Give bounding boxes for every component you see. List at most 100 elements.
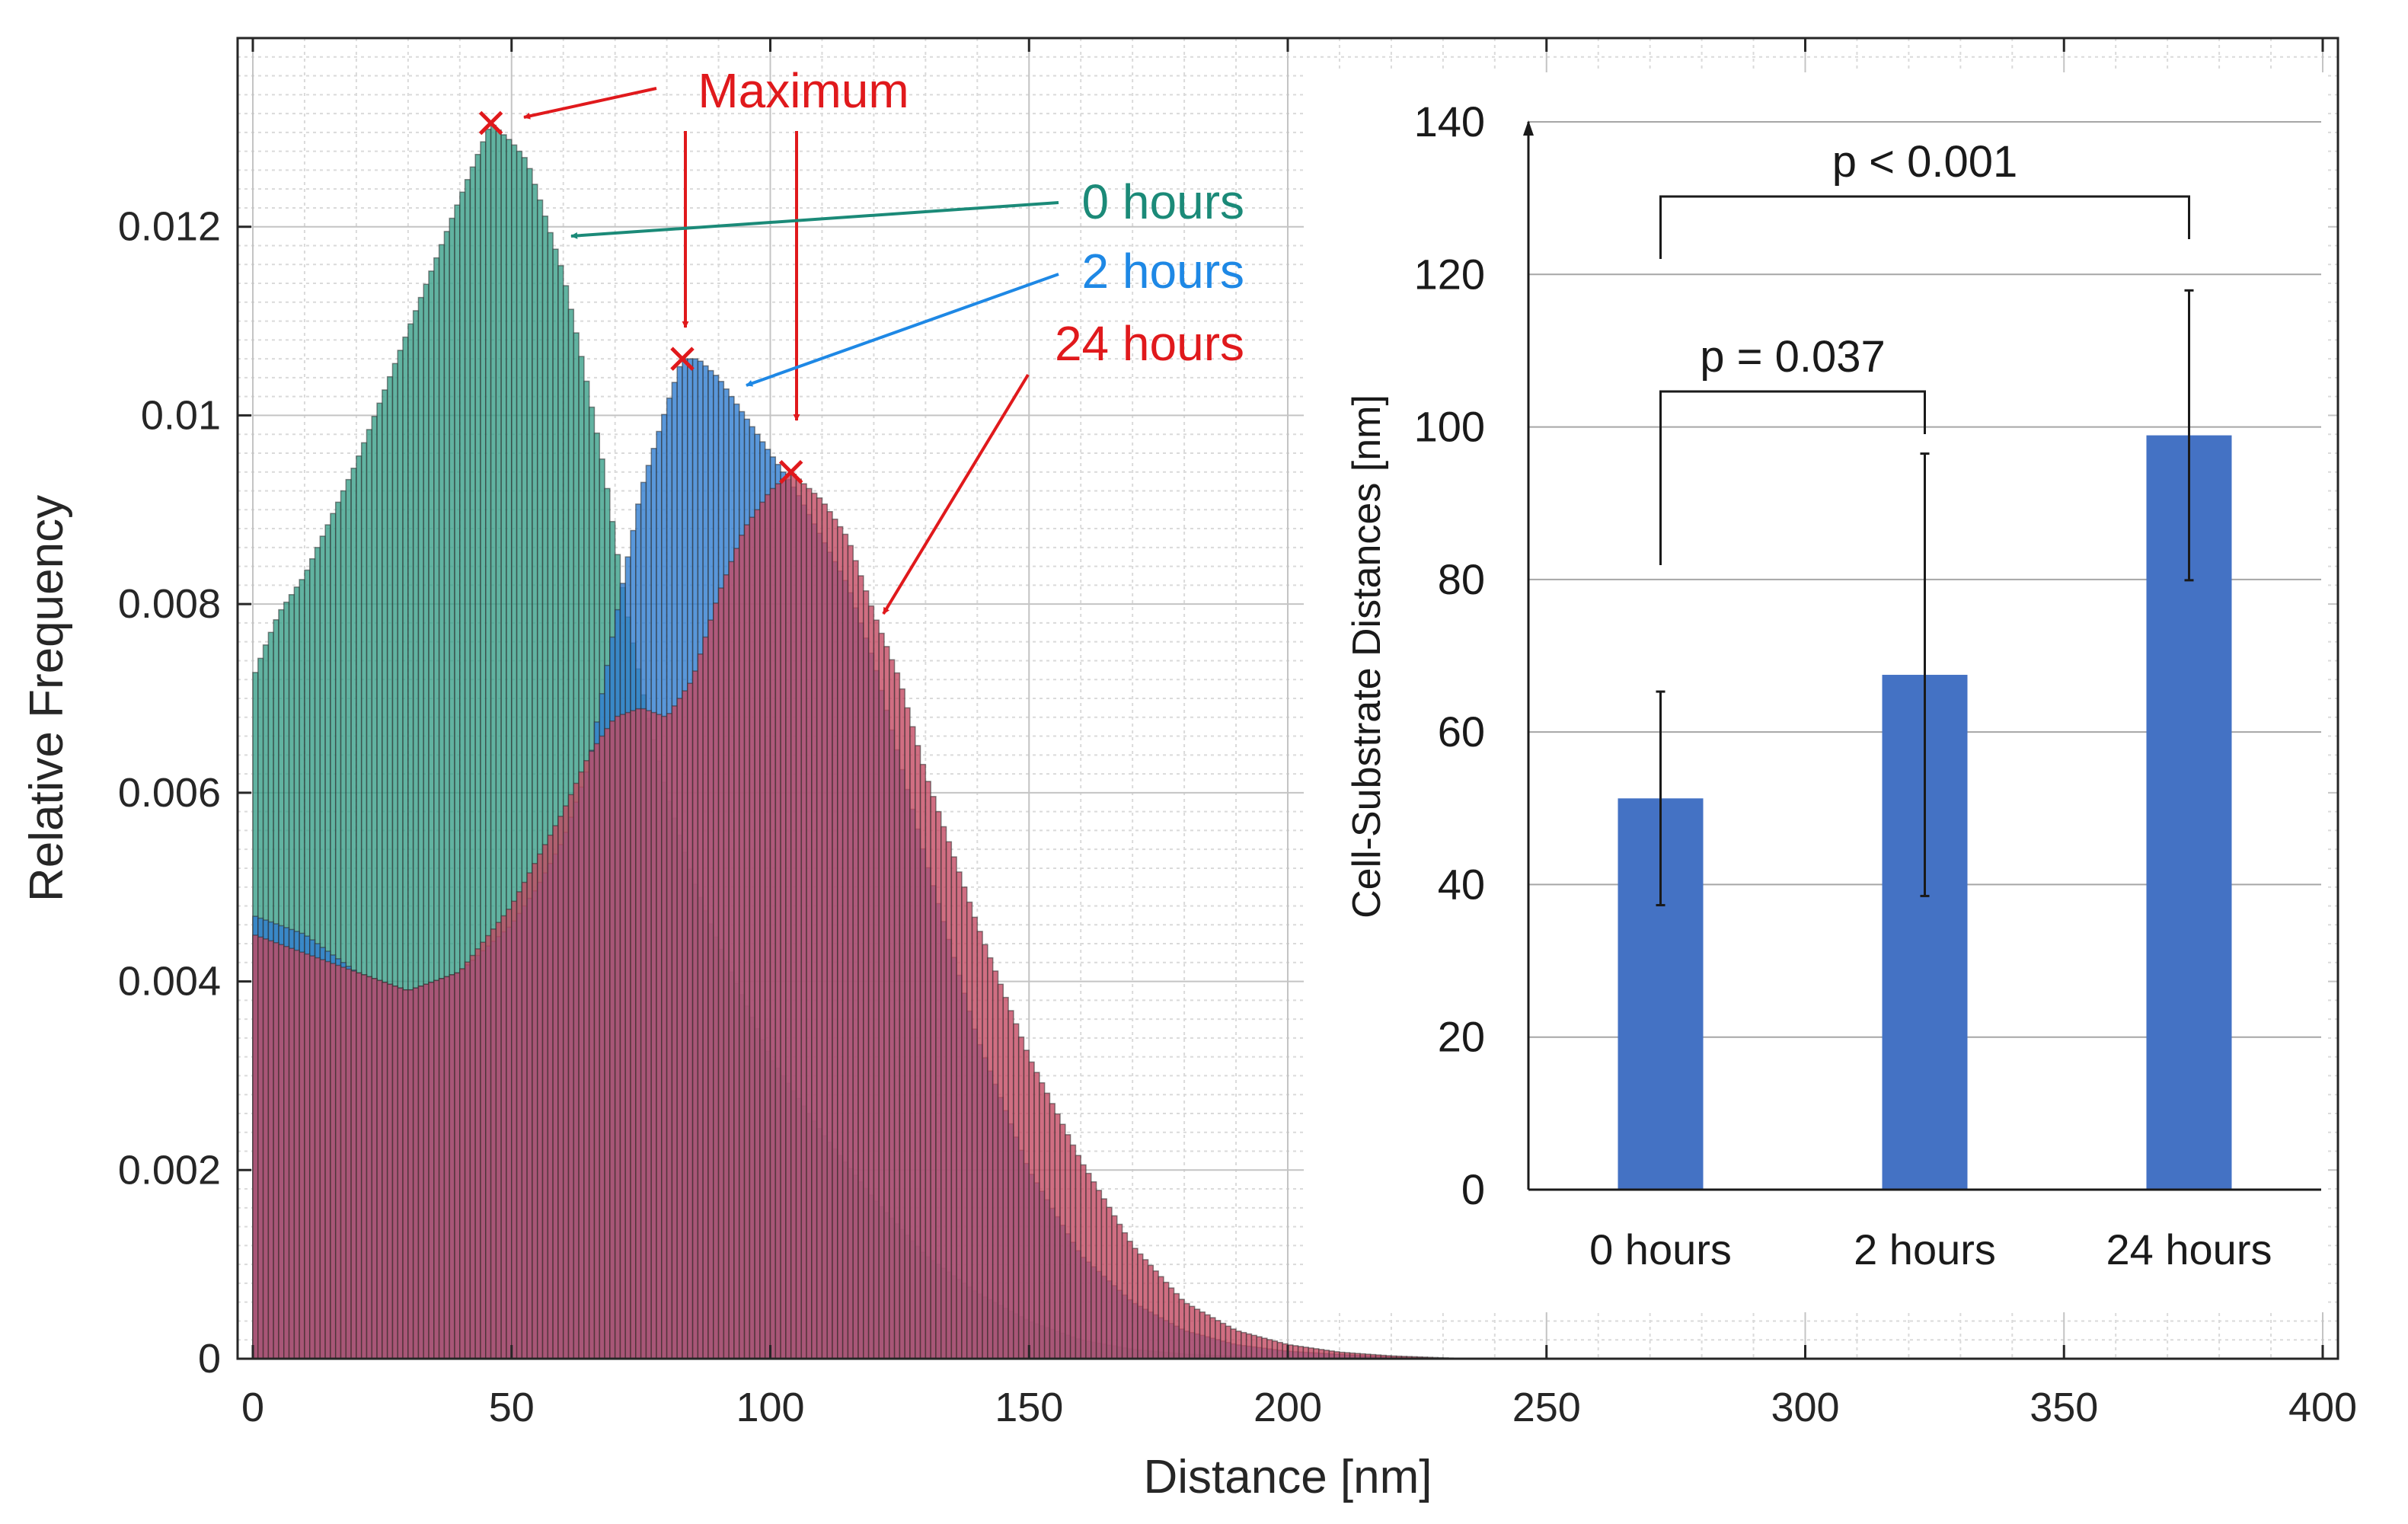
histogram-bar <box>1100 1198 1107 1359</box>
histogram-bar <box>376 979 383 1359</box>
histogram-bar <box>661 715 668 1359</box>
histogram-bar <box>340 966 347 1359</box>
histogram-bar <box>717 587 725 1359</box>
maximum-marker <box>670 347 695 371</box>
histogram-bar <box>547 834 554 1359</box>
histogram-bar <box>382 982 388 1359</box>
inset-bar-chart: 0 20 40 60 80 100 120 140 0 hours 2 hours 24 hour… <box>1304 72 2328 1312</box>
histogram-bar <box>728 561 735 1359</box>
y-tick-label: 0 <box>198 1336 221 1382</box>
histogram-bar <box>1002 996 1009 1359</box>
histogram-bar <box>904 707 911 1359</box>
histogram-bar <box>1292 1345 1299 1359</box>
inset-category-labels: 0 hours 2 hours 24 hours <box>1589 1225 2272 1273</box>
histogram-bar <box>1328 1350 1335 1359</box>
histogram-bar <box>360 974 368 1359</box>
histogram-bar <box>893 672 901 1359</box>
histogram-bar <box>1230 1328 1237 1359</box>
histogram-bar <box>837 526 844 1359</box>
arrow-2-hours <box>746 273 1059 387</box>
histogram-bar <box>702 636 709 1359</box>
x-tick-label: 150 <box>995 1385 1063 1430</box>
histogram-bar <box>1028 1061 1035 1359</box>
histogram-bar <box>790 474 797 1359</box>
histogram-bar <box>536 853 544 1359</box>
histogram-bar <box>1313 1348 1320 1359</box>
histogram-bar <box>428 982 435 1359</box>
histogram-bar <box>583 759 590 1359</box>
x-axis-title: Distance [nm] <box>1143 1451 1432 1503</box>
inset-category-label: 2 hours <box>1854 1225 1996 1273</box>
x-tick-label: 400 <box>2288 1385 2357 1430</box>
histogram-bar <box>826 511 833 1359</box>
histogram-bar <box>1039 1081 1046 1359</box>
p-value-label: p < 0.001 <box>1832 137 2018 187</box>
histogram-bar <box>630 710 637 1359</box>
histogram-bar <box>273 942 279 1359</box>
histogram-bar <box>1054 1113 1061 1359</box>
significance-brackets: p = 0.037 p < 0.001 <box>1659 137 2190 565</box>
inset-y-tick-labels: 0 20 40 60 80 100 120 140 <box>1414 97 1485 1213</box>
histogram-bar <box>1106 1206 1113 1359</box>
histogram-bar <box>1183 1302 1190 1359</box>
histogram-bar <box>1189 1305 1196 1359</box>
histogram-bar <box>490 928 497 1359</box>
histogram-bar <box>624 711 631 1359</box>
histogram-bar <box>956 871 963 1359</box>
x-tick-label: 100 <box>736 1385 804 1430</box>
histogram-bar <box>966 901 973 1359</box>
maximum-marker <box>778 459 803 484</box>
histogram-bar <box>604 727 611 1359</box>
histogram-bar <box>867 605 875 1359</box>
histogram-bar <box>557 816 564 1359</box>
inset-y-tick-label: 40 <box>1438 860 1485 908</box>
histogram-bar <box>257 936 264 1359</box>
arrow-24-hours <box>882 373 1030 615</box>
histogram-bar <box>707 619 714 1359</box>
histogram-bar <box>1043 1092 1051 1359</box>
maxima-markers <box>478 110 803 484</box>
histogram-bar <box>743 524 751 1359</box>
histogram-bar <box>723 573 730 1359</box>
histogram-bar <box>1049 1103 1055 1359</box>
histogram-bar <box>919 763 927 1359</box>
histogram-bar <box>1132 1248 1139 1359</box>
histogram-bar <box>945 841 953 1359</box>
histogram-bar <box>1085 1172 1092 1359</box>
maximum-label: Maximum <box>698 63 909 118</box>
maximum-marker <box>478 110 503 136</box>
histogram-bar <box>832 518 838 1359</box>
histogram-bar <box>599 735 605 1359</box>
inset-y-tick-label: 100 <box>1414 403 1485 451</box>
histogram-bar <box>1065 1134 1071 1359</box>
y-tick-label: 0.012 <box>118 204 221 250</box>
histogram-bar <box>314 957 321 1359</box>
histogram-bar <box>1266 1339 1273 1359</box>
histogram-bar <box>609 720 616 1359</box>
histogram-bar <box>1013 1023 1020 1359</box>
histogram-bar <box>562 805 570 1359</box>
inset-category-label: 24 hours <box>2106 1225 2272 1273</box>
histogram-bar <box>464 961 471 1359</box>
histogram-bar <box>1219 1322 1227 1359</box>
histogram-bar <box>883 646 890 1359</box>
y-tick-label: 0.002 <box>118 1147 221 1193</box>
histogram-bar <box>800 483 807 1359</box>
histogram-bar <box>319 959 326 1359</box>
histogram-bar <box>412 987 420 1359</box>
histogram-bar <box>485 935 492 1359</box>
histogram-bar <box>691 670 699 1359</box>
histogram-bar <box>474 948 481 1359</box>
histogram-bar <box>1297 1346 1305 1359</box>
histogram-bar <box>1193 1308 1201 1359</box>
histogram-bar <box>334 964 342 1359</box>
y-tick-labels: 0 0.002 0.004 0.006 0.008 0.01 0.012 <box>118 204 251 1382</box>
histogram-bar <box>847 545 854 1359</box>
histogram-bar <box>593 743 601 1359</box>
histogram-bar <box>532 863 538 1359</box>
histogram-bar <box>1111 1215 1118 1359</box>
histogram-bar <box>402 989 409 1359</box>
label-2-hours: 2 hours <box>1082 244 1244 299</box>
histogram-bar <box>806 487 813 1359</box>
y-tick-label: 0.004 <box>118 959 221 1005</box>
